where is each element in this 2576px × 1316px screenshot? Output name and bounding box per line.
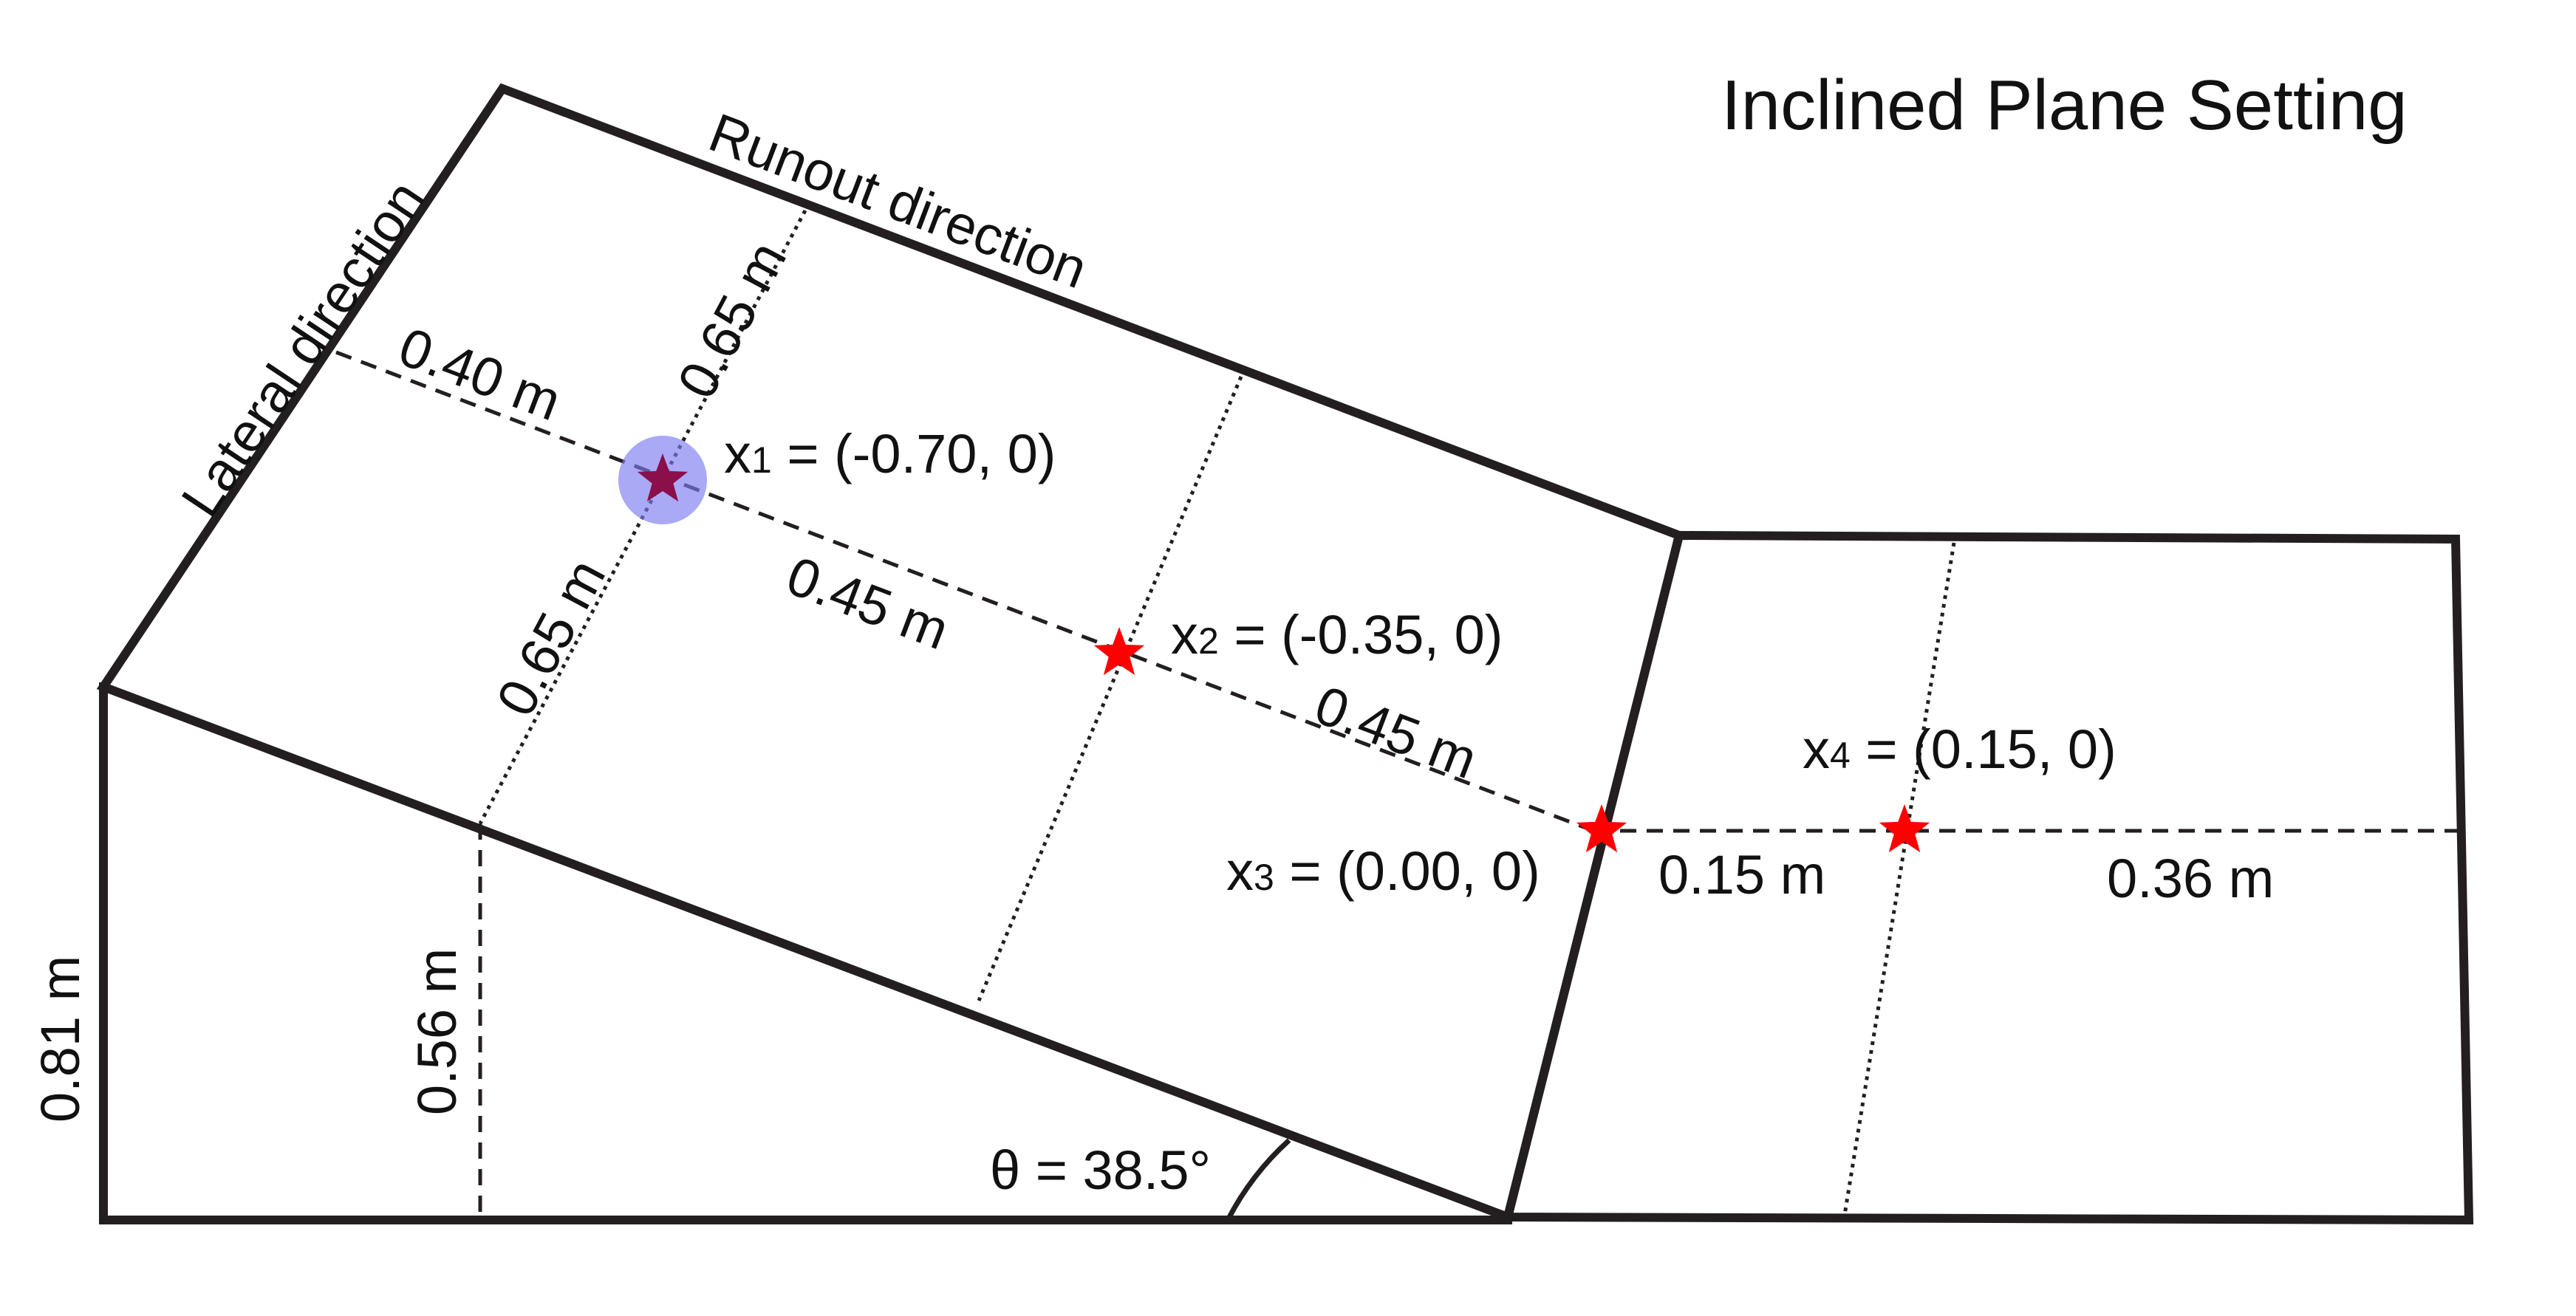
plane-outlines (96, 83, 2474, 1225)
x3-star-marker (1576, 804, 1627, 853)
dim-045-a-label: 0.45 m (779, 544, 957, 661)
centerline (335, 350, 2462, 833)
transverse-line-x4 (1842, 542, 1956, 1216)
x1-prefix: x (724, 423, 751, 484)
angle-label: θ = 38.5° (990, 1139, 1211, 1201)
x3-coordinate-label: x3 = (0.00, 0) (1226, 840, 1540, 902)
x2-star-marker (1093, 627, 1145, 676)
base-triangle-outline (99, 682, 1512, 1224)
x4-star-marker (1879, 804, 1930, 853)
dim-065-lower-label: 0.65 m (485, 549, 617, 726)
x3-subscript: 3 (1254, 857, 1274, 898)
x2-coordinate-label: x2 = (-0.35, 0) (1171, 604, 1503, 665)
x2-value: = (-0.35, 0) (1219, 604, 1503, 665)
dim-045-b-label: 0.45 m (1307, 674, 1485, 790)
x2-prefix: x (1171, 604, 1198, 665)
dim-081-label: 0.81 m (30, 956, 91, 1123)
transverse-line-x2 (977, 376, 1243, 1001)
x1-coordinate-label: x1 = (-0.70, 0) (724, 423, 1056, 484)
x4-subscript: 4 (1830, 735, 1851, 776)
dim-015-label: 0.15 m (1658, 844, 1825, 905)
centerline-inclined (335, 350, 1594, 833)
runout-plane-outline (1502, 530, 2474, 1225)
lateral-direction-label: Lateral direction (169, 170, 436, 527)
x1-star-marker (637, 453, 689, 502)
point-markers (637, 453, 1930, 853)
diagram-title: Inclined Plane Setting (1721, 66, 2408, 145)
dim-065-upper-label: 0.65 m (666, 232, 798, 408)
x3-value: = (0.00, 0) (1274, 840, 1540, 902)
dim-036-label: 0.36 m (2107, 848, 2274, 909)
angle-arc (1225, 1138, 1291, 1221)
x2-subscript: 2 (1198, 620, 1219, 662)
dim-040-label: 0.40 m (391, 315, 569, 432)
x1-value: = (-0.70, 0) (772, 423, 1056, 484)
x4-value: = (0.15, 0) (1851, 719, 2117, 780)
x3-prefix: x (1226, 840, 1254, 902)
x4-coordinate-label: x4 = (0.15, 0) (1803, 719, 2117, 780)
x1-subscript: 1 (751, 439, 772, 481)
x4-prefix: x (1803, 719, 1830, 780)
dim-056-label: 0.56 m (406, 948, 468, 1115)
